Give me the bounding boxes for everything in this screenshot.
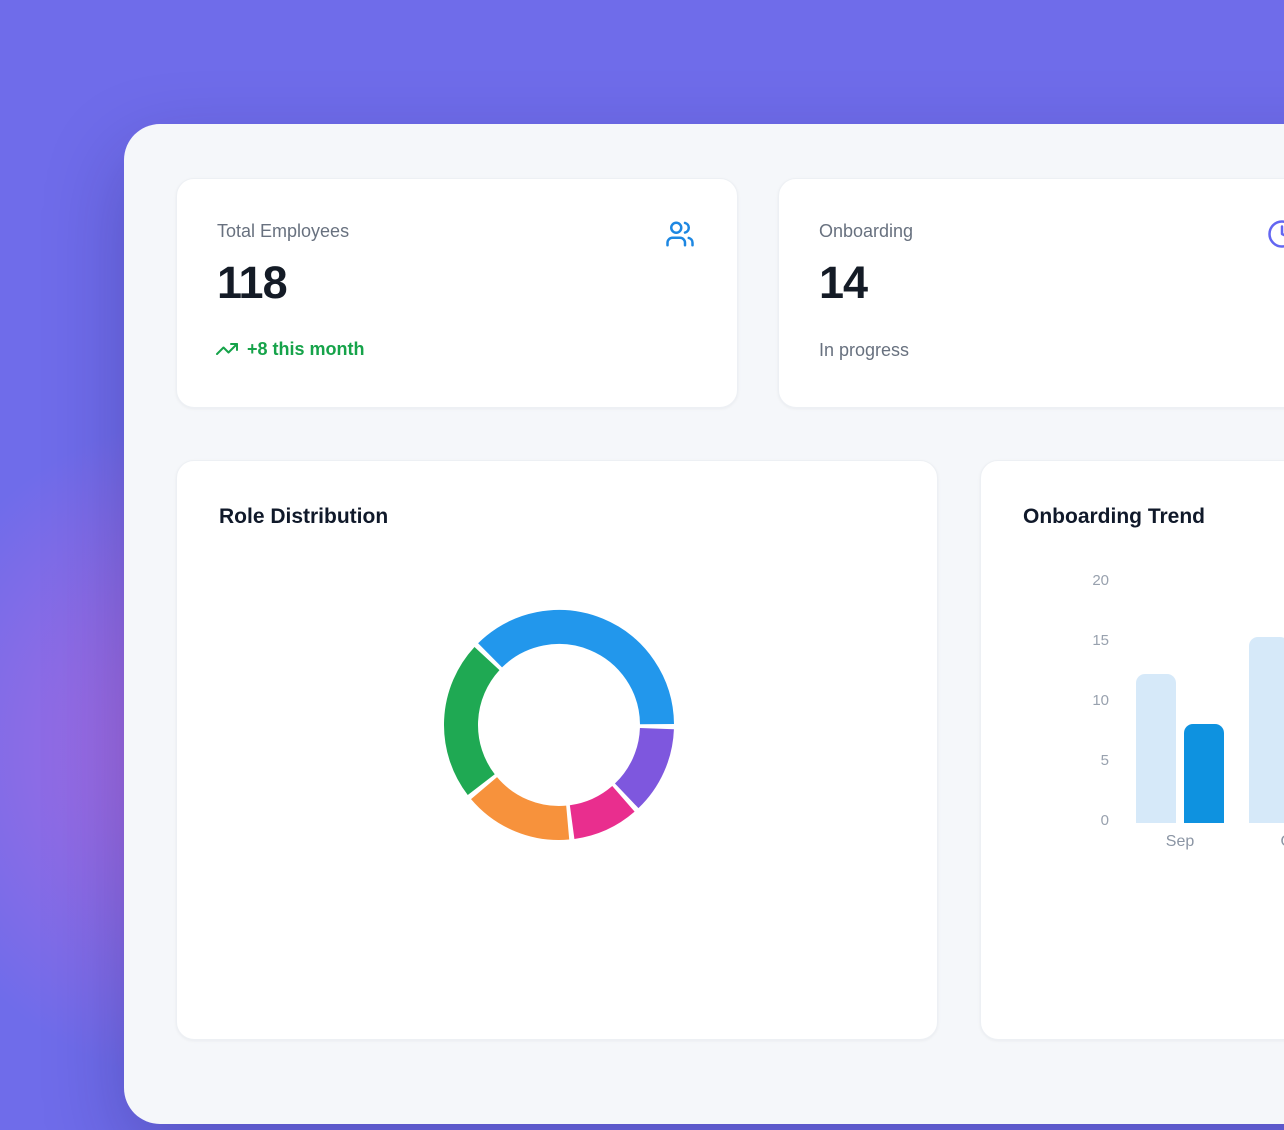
stat-label: Onboarding [819, 221, 913, 242]
stat-subtext: In progress [819, 340, 909, 361]
chart-card-role-distribution: Role Distribution [176, 460, 938, 1040]
y-axis-tick-label: 0 [1063, 812, 1109, 829]
dashboard-panel: Total Employees 118 +8 this month Onboar… [124, 124, 1284, 1124]
donut-segment-2 [572, 799, 623, 822]
bar-sep-dark-blue [1184, 724, 1224, 823]
stat-delta: +8 this month [215, 337, 365, 361]
stat-delta-text: +8 this month [247, 339, 365, 360]
users-icon [665, 219, 695, 249]
bar-chart: 20 15 10 5 0 Sep Oct [981, 461, 1284, 1039]
bar-sep-light-blue [1136, 674, 1176, 823]
y-axis-tick-label: 15 [1063, 632, 1109, 649]
donut-segment-3 [484, 788, 568, 823]
y-axis-tick-label: 10 [1063, 692, 1109, 709]
stat-card-onboarding: Onboarding 14 In progress [778, 178, 1284, 408]
donut-segment-1 [627, 729, 657, 796]
stat-card-total-employees: Total Employees 118 +8 this month [176, 178, 738, 408]
chart-card-onboarding-trend: Onboarding Trend 20151050SepOct [980, 460, 1284, 1040]
y-axis-tick-label: 5 [1063, 752, 1109, 769]
bar-oct-light-blue [1249, 637, 1284, 823]
clock-icon [1267, 219, 1284, 249]
donut-chart [439, 605, 679, 845]
donut-segment-0 [490, 627, 657, 724]
x-axis-category-label: Sep [1136, 833, 1224, 851]
stat-value: 14 [819, 257, 867, 309]
x-axis-category-label: Oct [1249, 833, 1284, 851]
trending-up-icon [215, 337, 239, 361]
chart-title: Role Distribution [219, 505, 388, 529]
stat-label: Total Employees [217, 221, 349, 242]
y-axis-tick-label: 20 [1063, 572, 1109, 589]
stat-value: 118 [217, 257, 287, 309]
donut-segment-4 [461, 659, 487, 785]
